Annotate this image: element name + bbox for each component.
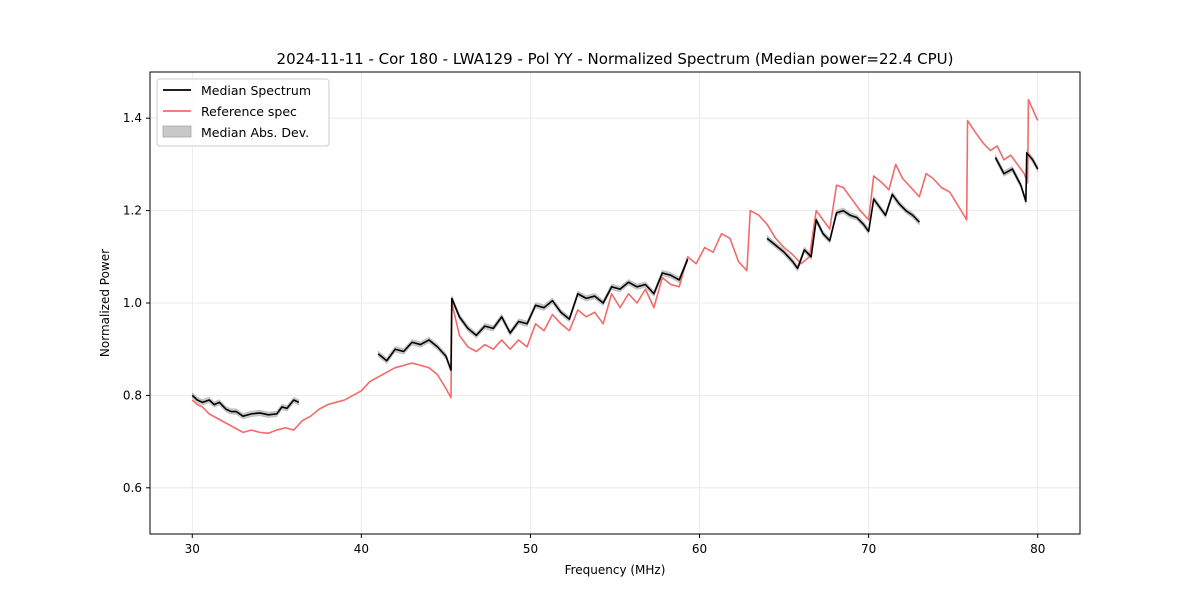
legend-mad-swatch	[162, 125, 192, 138]
median-series-layer	[191, 152, 1039, 417]
y-tick-label: 0.8	[123, 388, 142, 402]
legend-median-label: Median Spectrum	[201, 83, 311, 98]
y-tick-label: 1.0	[123, 296, 142, 310]
x-tick-label: 80	[1030, 542, 1045, 556]
x-axis-ticks: 30 40 50 60 70 80	[185, 534, 1045, 556]
y-axis-ticks: 0.6 0.8 1.0 1.2 1.4	[123, 111, 150, 495]
legend-mad-label: Median Abs. Dev.	[201, 125, 309, 140]
legend: Median Spectrum Reference spec Median Ab…	[156, 78, 330, 147]
x-tick-label: 30	[185, 542, 200, 556]
grid	[150, 72, 1080, 534]
x-tick-label: 40	[354, 542, 369, 556]
y-tick-label: 0.6	[123, 481, 142, 495]
legend-reference-label: Reference spec	[201, 104, 297, 119]
chart-title: 2024-11-11 - Cor 180 - LWA129 - Pol YY -…	[277, 50, 954, 68]
x-tick-label: 50	[523, 542, 538, 556]
mad-band-segment	[192, 392, 300, 420]
median-spectrum-line	[377, 258, 689, 371]
y-tick-label: 1.2	[123, 204, 142, 218]
mad-band-segment	[378, 256, 688, 373]
median-spectrum-line	[766, 193, 920, 270]
y-axis-label: Normalized Power	[98, 249, 112, 357]
x-tick-label: 60	[692, 542, 707, 556]
x-axis-label: Frequency (MHz)	[565, 563, 666, 577]
median-spectrum-line	[191, 394, 300, 417]
reference-series-layer	[191, 98, 1039, 435]
x-tick-label: 70	[861, 542, 876, 556]
reference-spec-line	[191, 98, 1039, 435]
legend-box	[156, 78, 330, 147]
median-spectrum-line	[994, 152, 1039, 203]
y-tick-label: 1.4	[123, 111, 142, 125]
